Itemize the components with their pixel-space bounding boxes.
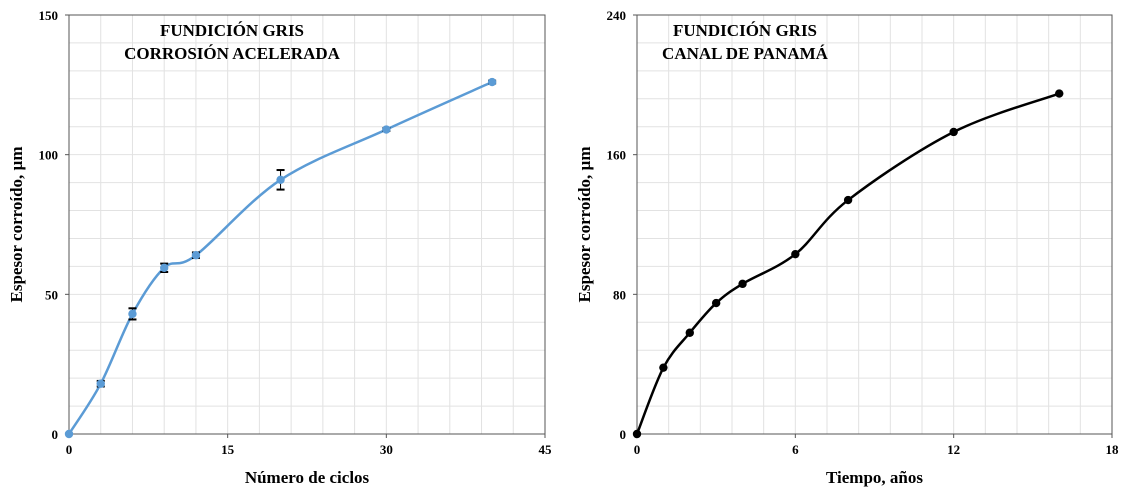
data-point: [738, 279, 747, 289]
y-tick-label: 0: [620, 427, 627, 442]
data-point: [659, 363, 668, 372]
gridlines: [69, 15, 545, 434]
data-point: [96, 379, 105, 388]
x-tick-label: 30: [380, 442, 393, 457]
data-point: [949, 127, 958, 137]
data-point: [487, 77, 497, 87]
y-tick-label: 50: [45, 287, 58, 302]
chart-title: FUNDICIÓN GRIS CANAL DE PANAMÁ: [662, 21, 829, 63]
x-tick-label: 0: [66, 442, 73, 457]
gridlines: [637, 15, 1112, 434]
data-point: [382, 125, 391, 134]
x-tick-label: 12: [947, 442, 960, 457]
data-point: [1055, 89, 1064, 98]
data-point: [711, 298, 721, 308]
chart-2: 0 6 12 18 0 80 160 240 Tiempo, años Espesor corro…: [575, 8, 1119, 487]
data-point: [276, 175, 285, 185]
data-point: [791, 249, 800, 259]
x-axis-title: Número de ciclos: [245, 468, 370, 487]
y-tick-label: 100: [39, 148, 59, 163]
x-axis-title: Tiempo, años: [826, 468, 923, 487]
chart-title-line: FUNDICIÓN GRIS: [673, 21, 817, 40]
data-point: [128, 309, 137, 319]
y-tick-label: 0: [52, 427, 59, 442]
y-tick-label: 160: [607, 148, 627, 163]
plot-frame: [68, 14, 546, 435]
y-tick-label: 150: [39, 8, 59, 23]
y-tick-label: 240: [607, 8, 627, 23]
chart-title-line: CORROSIÓN ACELERADA: [124, 44, 341, 63]
x-tick-label: 45: [539, 442, 553, 457]
chart-title: FUNDICIÓN GRIS CORROSIÓN ACELERADA: [124, 21, 341, 63]
data-point: [632, 429, 642, 439]
y-axis-title: Espesor corroído, µm: [7, 146, 26, 302]
chart-1: 0 15 30 45 0 50 100 150 Número de ciclos Espesor …: [7, 8, 552, 487]
data-point: [191, 251, 201, 260]
plot-frame: [636, 14, 1113, 435]
chart-title-line: CANAL DE PANAMÁ: [662, 44, 829, 63]
data-point: [843, 195, 853, 205]
series-line: [635, 92, 1061, 436]
x-tick-label: 6: [792, 442, 799, 457]
data-point: [64, 429, 74, 439]
chart-title-line: FUNDICIÓN GRIS: [160, 21, 304, 40]
x-tick-label: 15: [221, 442, 235, 457]
data-point: [160, 263, 169, 272]
x-tick-label: 0: [634, 442, 641, 457]
data-point: [685, 328, 694, 337]
y-axis-title: Espesor corroído, µm: [575, 146, 594, 302]
x-tick-label: 18: [1106, 442, 1120, 457]
y-tick-label: 80: [613, 287, 626, 302]
